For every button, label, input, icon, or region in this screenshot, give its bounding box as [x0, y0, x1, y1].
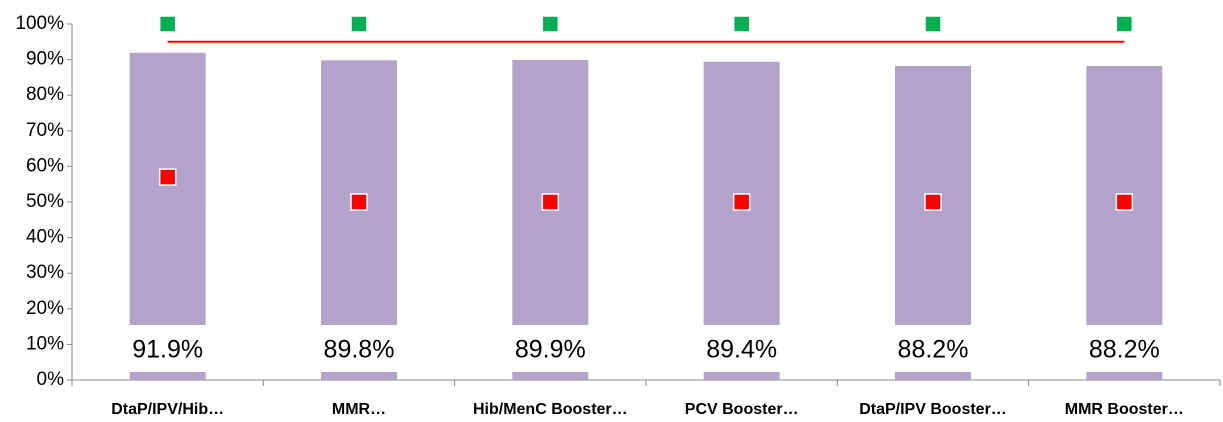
y-tick-label: 10% [26, 333, 64, 354]
x-tick-label: MMR Booster… [1065, 401, 1184, 418]
x-tick-label: PCV Booster… [685, 401, 799, 418]
marker [732, 15, 751, 33]
marker [924, 193, 942, 211]
marker [350, 193, 368, 211]
y-tick-label: 100% [15, 13, 64, 34]
value-label: 88.2% [1089, 336, 1160, 364]
marker [1115, 193, 1134, 211]
marker [732, 193, 751, 211]
value-label-bg [886, 325, 980, 372]
value-label-bg [1077, 325, 1172, 372]
y-tick-label: 70% [26, 120, 64, 141]
marker [541, 15, 560, 33]
x-tick-label: DtaP/IPV Booster… [859, 401, 1007, 418]
y-tick-label: 30% [26, 262, 64, 283]
y-tick-label: 50% [26, 191, 64, 212]
value-label: 91.9% [132, 336, 203, 364]
value-label: 89.4% [706, 336, 777, 364]
value-label: 89.8% [324, 336, 395, 364]
x-tick-label: DtaP/IPV/Hib… [111, 401, 224, 418]
y-tick-label: 80% [26, 84, 64, 105]
y-tick-label: 90% [26, 49, 64, 70]
value-label-bg [312, 325, 406, 372]
y-tick-label: 0% [37, 369, 65, 390]
y-tick-label: 40% [26, 227, 64, 248]
value-label-bg [503, 325, 598, 372]
value-label: 89.9% [515, 336, 586, 364]
value-label-bg [694, 325, 789, 372]
marker [924, 15, 942, 33]
y-tick-label: 60% [26, 155, 64, 176]
y-tick-label: 20% [26, 298, 64, 319]
x-tick-label: MMR… [332, 401, 386, 418]
marker [1115, 15, 1134, 33]
value-label-bg [120, 325, 215, 372]
marker [350, 15, 368, 33]
marker [158, 168, 177, 186]
value-label: 88.2% [898, 336, 969, 364]
x-tick-label: Hib/MenC Booster… [473, 401, 628, 418]
marker [541, 193, 560, 211]
marker [158, 15, 177, 33]
